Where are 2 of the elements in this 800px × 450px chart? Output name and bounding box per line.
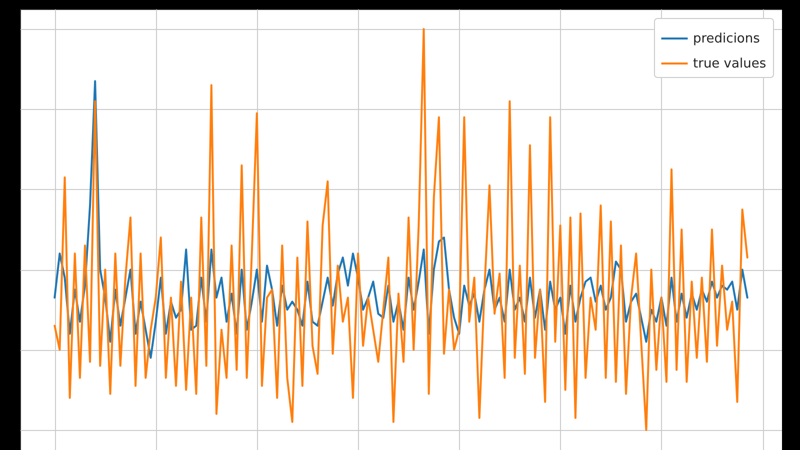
legend-label: true values bbox=[693, 56, 766, 72]
legend-label: predicions bbox=[693, 32, 760, 46]
